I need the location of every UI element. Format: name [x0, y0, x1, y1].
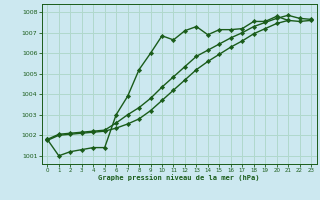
X-axis label: Graphe pression niveau de la mer (hPa): Graphe pression niveau de la mer (hPa) [99, 175, 260, 181]
